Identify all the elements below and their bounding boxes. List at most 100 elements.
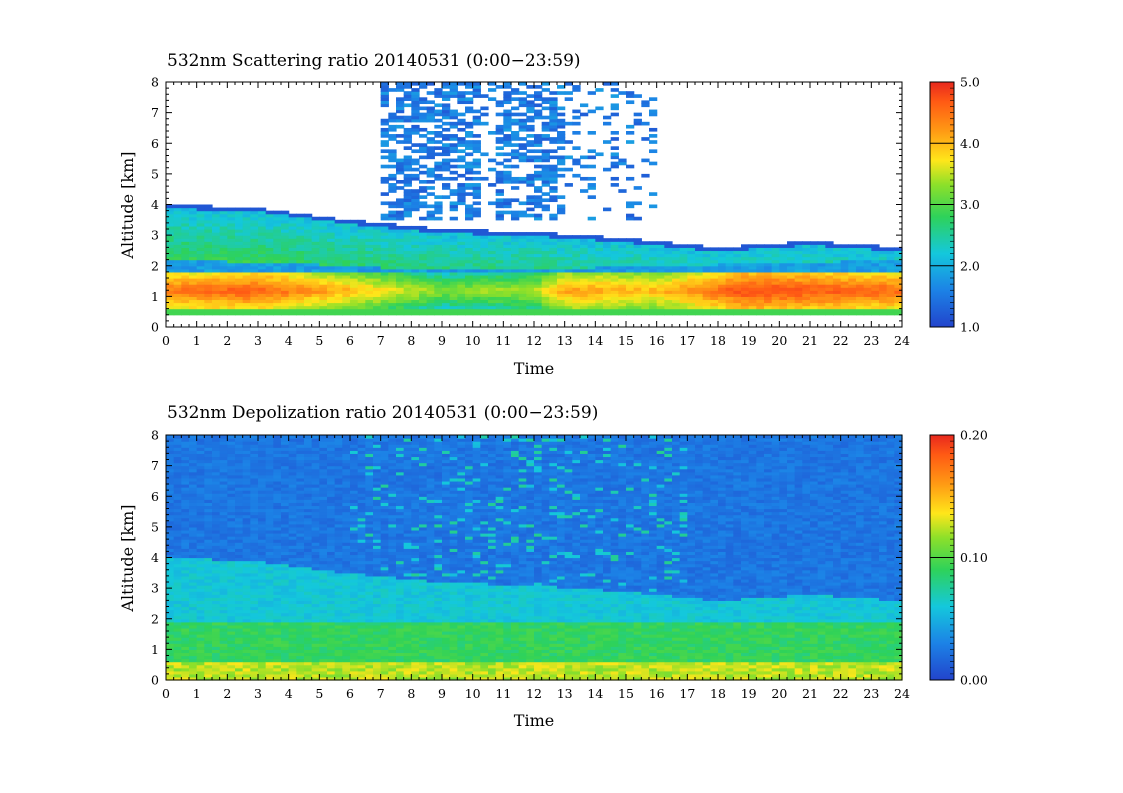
heatmap-cell (457, 311, 466, 316)
heatmap-cell (327, 308, 336, 313)
heatmap-cell (771, 284, 780, 288)
heatmap-cell (166, 508, 175, 513)
heatmap-cell (242, 600, 251, 605)
heatmap-cell (518, 293, 527, 297)
heatmap-cell (296, 247, 305, 252)
heatmap-cell (319, 219, 328, 224)
heatmap-cell (672, 247, 681, 252)
heatmap-cell (557, 195, 566, 199)
heatmap-cell (633, 201, 642, 206)
heatmap-cell (526, 207, 535, 212)
heatmap-cell (710, 290, 719, 294)
heatmap-cell (434, 290, 443, 294)
heatmap-cell (181, 600, 190, 605)
heatmap-cell (258, 235, 267, 239)
heatmap-cell (526, 271, 535, 276)
heatmap-cell (419, 106, 428, 111)
heatmap-cell (879, 268, 888, 273)
heatmap-cell (219, 640, 228, 644)
heatmap-cell (656, 281, 665, 285)
heatmap-cell (204, 591, 213, 595)
heatmap-cell (258, 225, 267, 230)
heatmap-cell (357, 311, 366, 316)
heatmap-cell (181, 502, 190, 507)
heatmap-cell (403, 94, 412, 98)
heatmap-cell (403, 259, 412, 264)
heatmap-cell (196, 213, 205, 218)
heatmap-cell (196, 569, 205, 574)
heatmap-cell (526, 94, 535, 98)
heatmap-cell (281, 219, 290, 224)
heatmap-cell (189, 438, 198, 442)
heatmap-cell (656, 293, 665, 297)
heatmap-cell (687, 293, 696, 297)
heatmap-cell (618, 250, 627, 255)
heatmap-cell (411, 235, 420, 239)
heatmap-cell (580, 302, 589, 307)
heatmap-cell (733, 311, 742, 316)
heatmap-cell (449, 262, 458, 267)
heatmap-cell (319, 302, 328, 307)
heatmap-cell (810, 299, 819, 304)
heatmap-cell (541, 155, 550, 160)
heatmap-cell (166, 578, 175, 583)
heatmap-cell (212, 627, 221, 632)
heatmap-cell (557, 207, 566, 212)
heatmap-cell (863, 271, 872, 276)
heatmap-cell (434, 256, 443, 261)
heatmap-cell (457, 195, 466, 199)
heatmap-cell (265, 259, 274, 264)
heatmap-cell (871, 278, 880, 282)
heatmap-cell (817, 262, 826, 267)
heatmap-cell (380, 140, 389, 144)
heatmap-cell (871, 274, 880, 279)
heatmap-cell (603, 82, 612, 86)
heatmap-cell (357, 253, 366, 258)
heatmap-cell (296, 271, 305, 276)
heatmap-cell (557, 274, 566, 279)
heatmap-cell (472, 88, 481, 92)
heatmap-cell (618, 271, 627, 276)
heatmap-cell (403, 247, 412, 252)
heatmap-cell (457, 158, 466, 163)
heatmap-cell (495, 281, 504, 285)
heatmap-cell (304, 219, 313, 224)
heatmap-cell (204, 247, 213, 252)
heatmap-cell (189, 652, 198, 657)
heatmap-cell (288, 216, 297, 221)
heatmap-cell (879, 305, 888, 310)
heatmap-cell (250, 244, 259, 248)
heatmap-cell (334, 278, 343, 282)
heatmap-cell (488, 311, 497, 316)
heatmap-cell (488, 158, 497, 163)
heatmap-cell (204, 582, 213, 586)
heatmap-cell (173, 621, 182, 626)
heatmap-cell (534, 235, 543, 239)
heatmap-cell (572, 305, 581, 310)
heatmap-cell (465, 121, 474, 126)
heatmap-cell (235, 520, 244, 525)
heatmap-cell (196, 557, 205, 562)
heatmap-cell (771, 308, 780, 313)
heatmap-cell (189, 563, 198, 568)
heatmap-cell (235, 640, 244, 644)
heatmap-cell (219, 210, 228, 215)
heatmap-cell (557, 284, 566, 288)
heatmap-cell (258, 238, 267, 242)
heatmap-cell (480, 121, 489, 126)
heatmap-cell (495, 244, 504, 248)
heatmap-cell (181, 308, 190, 313)
heatmap-cell (656, 250, 665, 255)
heatmap-cell (549, 127, 558, 132)
heatmap-cell (311, 235, 320, 239)
heatmap-cell (503, 180, 512, 184)
heatmap-cell (549, 106, 558, 111)
heatmap-cell (166, 308, 175, 313)
heatmap-cell (449, 287, 458, 291)
heatmap-cell (526, 311, 535, 316)
heatmap-cell (480, 247, 489, 252)
heatmap-cell (235, 588, 244, 592)
heatmap-cell (288, 290, 297, 294)
heatmap-cell (196, 511, 205, 516)
heatmap-cell (204, 664, 213, 669)
